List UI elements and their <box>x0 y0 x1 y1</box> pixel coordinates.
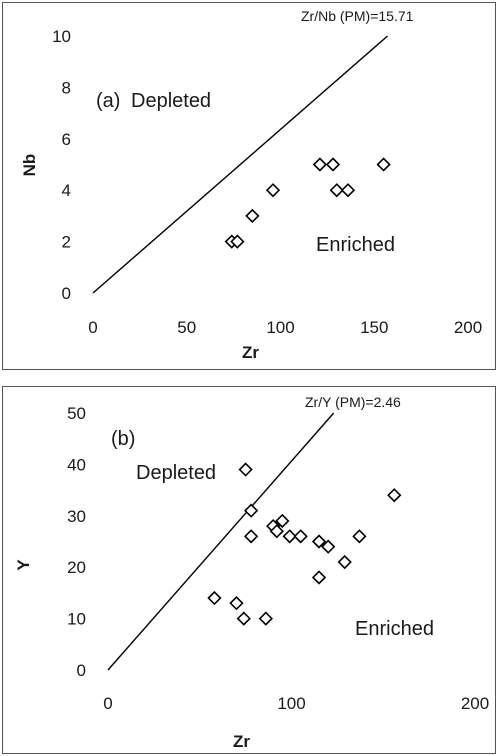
y-tick-label: 20 <box>67 558 86 577</box>
data-point <box>311 534 327 549</box>
data-point <box>243 503 259 518</box>
region-label-depleted: Depleted <box>136 462 216 484</box>
data-point <box>340 183 356 198</box>
data-point <box>236 611 251 626</box>
data-point <box>282 529 297 544</box>
region-label-depleted: Depleted <box>131 90 211 112</box>
data-point <box>311 570 327 585</box>
region-label-enriched: Enriched <box>316 234 395 256</box>
y-tick-label: 10 <box>52 27 71 46</box>
y-axis-title: Y <box>14 559 33 571</box>
y-tick-label: 0 <box>62 284 71 303</box>
panel-a: 0 2 4 6 8 10 0 50 100 150 200 Zr Nb Zr/Nb (PM)=15.71(… <box>2 2 496 370</box>
reference-line <box>92 35 389 294</box>
y-tick-label: 2 <box>62 233 71 252</box>
data-point <box>229 596 244 611</box>
x-tick-label: 150 <box>360 318 388 337</box>
x-tick-label: 0 <box>103 694 112 713</box>
reference-line <box>107 412 335 671</box>
data-point <box>325 157 341 172</box>
x-axis-title: Zr <box>233 732 250 751</box>
scatter-plot-b: 0 10 20 30 40 50 0 100 200 Zr Y Zr/Y (PM)=2.46 (b)De… <box>14 394 489 751</box>
data-point <box>207 590 222 606</box>
data-point <box>269 524 284 539</box>
x-tick-label: 200 <box>461 694 489 713</box>
y-tick-label: 4 <box>62 181 71 200</box>
data-point <box>321 539 336 554</box>
y-tick-label: 30 <box>67 507 86 526</box>
data-point <box>312 157 328 172</box>
y-tick-label: 40 <box>67 455 86 474</box>
data-point <box>265 183 281 198</box>
x-tick-label: 100 <box>266 318 294 337</box>
data-point <box>230 234 245 249</box>
y-tick-label: 8 <box>62 78 71 97</box>
x-tick-label: 100 <box>277 694 305 713</box>
data-point <box>376 157 391 172</box>
data-point <box>243 529 259 544</box>
y-tick-label: 0 <box>77 661 86 680</box>
panel-label: (b) <box>111 428 135 450</box>
y-tick-label: 10 <box>67 610 86 629</box>
y-tick-label: 6 <box>62 130 71 149</box>
y-tick-label: 50 <box>67 404 86 423</box>
x-tick-label: 0 <box>88 318 97 337</box>
data-point <box>258 611 273 626</box>
panel-b: 0 10 20 30 40 50 0 100 200 Zr Y Zr/Y (PM)=2.46 (b) De… <box>2 386 496 754</box>
region-label-enriched: Enriched <box>355 618 434 640</box>
x-tick-label: 200 <box>454 318 482 337</box>
data-point <box>352 529 367 544</box>
x-axis-title: Zr <box>242 343 259 362</box>
data-point <box>238 462 253 477</box>
panel-label: (a) <box>96 90 120 112</box>
data-point <box>275 513 290 529</box>
reference-line-label: Zr/Nb (PM)=15.71 <box>301 8 414 24</box>
data-point <box>245 208 260 224</box>
x-tick-label: 50 <box>177 318 196 337</box>
data-point <box>329 183 344 198</box>
data-point <box>293 529 308 544</box>
y-axis-title: Nb <box>20 154 39 177</box>
reference-line-label: Zr/Y (PM)=2.46 <box>305 394 401 410</box>
data-point <box>387 488 402 503</box>
data-point <box>337 554 352 570</box>
